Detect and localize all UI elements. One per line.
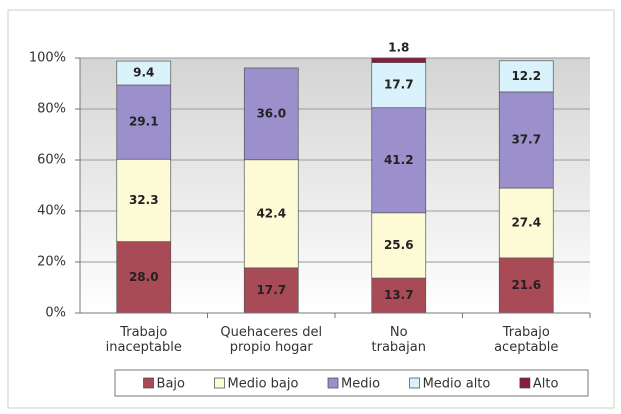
y-tick-label: 20% xyxy=(37,255,66,270)
bar-segment xyxy=(498,187,554,259)
value-label: 17.7 xyxy=(384,78,414,92)
legend-swatch xyxy=(409,377,420,389)
bar-segment xyxy=(371,107,427,214)
value-label: 12.2 xyxy=(511,69,541,83)
bar-segment xyxy=(116,158,172,242)
x-tick-label: Trabajo aceptable xyxy=(494,325,559,355)
y-tick-label: 0% xyxy=(45,306,66,321)
value-label: 32.3 xyxy=(129,193,159,207)
value-label: 9.4 xyxy=(133,66,154,80)
y-tick-label: 60% xyxy=(37,153,66,168)
bar-segment xyxy=(243,67,299,161)
x-tick-label: No trabajan xyxy=(371,325,426,355)
value-label: 42.4 xyxy=(256,206,286,220)
value-label: 41.2 xyxy=(384,153,414,167)
bar-segment xyxy=(243,159,299,269)
bar-segment xyxy=(371,212,427,279)
y-tick-label: 40% xyxy=(37,204,66,219)
value-label: 36.0 xyxy=(256,106,286,120)
legend-label: Alto xyxy=(533,377,559,392)
y-tick-label: 80% xyxy=(37,102,66,117)
value-label: 13.7 xyxy=(384,288,414,302)
bar-segment xyxy=(498,91,554,189)
x-tick-label: Trabajo inaceptable xyxy=(105,325,182,355)
legend-label: Medio alto xyxy=(423,377,491,392)
bar-segment xyxy=(116,241,172,314)
bar-segment xyxy=(371,57,427,63)
bar-segment xyxy=(498,257,554,314)
legend-swatch xyxy=(519,377,531,389)
value-label: 25.6 xyxy=(384,238,414,252)
legend-box xyxy=(114,369,589,397)
x-tick-label: Quehaceres del propio hogar xyxy=(220,325,323,355)
bar-segment xyxy=(243,267,299,314)
legend-label: Bajo xyxy=(157,377,185,392)
value-label: 1.8 xyxy=(388,41,409,55)
legend-swatch xyxy=(214,377,225,389)
bar-segment xyxy=(498,60,554,93)
legend-swatch xyxy=(327,377,339,389)
bar-segment xyxy=(116,60,172,86)
value-label: 29.1 xyxy=(129,115,159,129)
value-label: 28.0 xyxy=(129,270,159,284)
legend-label: Medio xyxy=(341,377,380,392)
value-label: 37.7 xyxy=(511,132,541,146)
value-label: 21.6 xyxy=(511,278,541,292)
legend-label: Medio bajo xyxy=(228,377,299,392)
value-label: 27.4 xyxy=(511,215,541,229)
value-label: 17.7 xyxy=(256,283,286,297)
legend-swatch xyxy=(143,377,154,389)
bar-segment xyxy=(116,84,172,160)
y-tick-label: 100% xyxy=(29,51,66,66)
